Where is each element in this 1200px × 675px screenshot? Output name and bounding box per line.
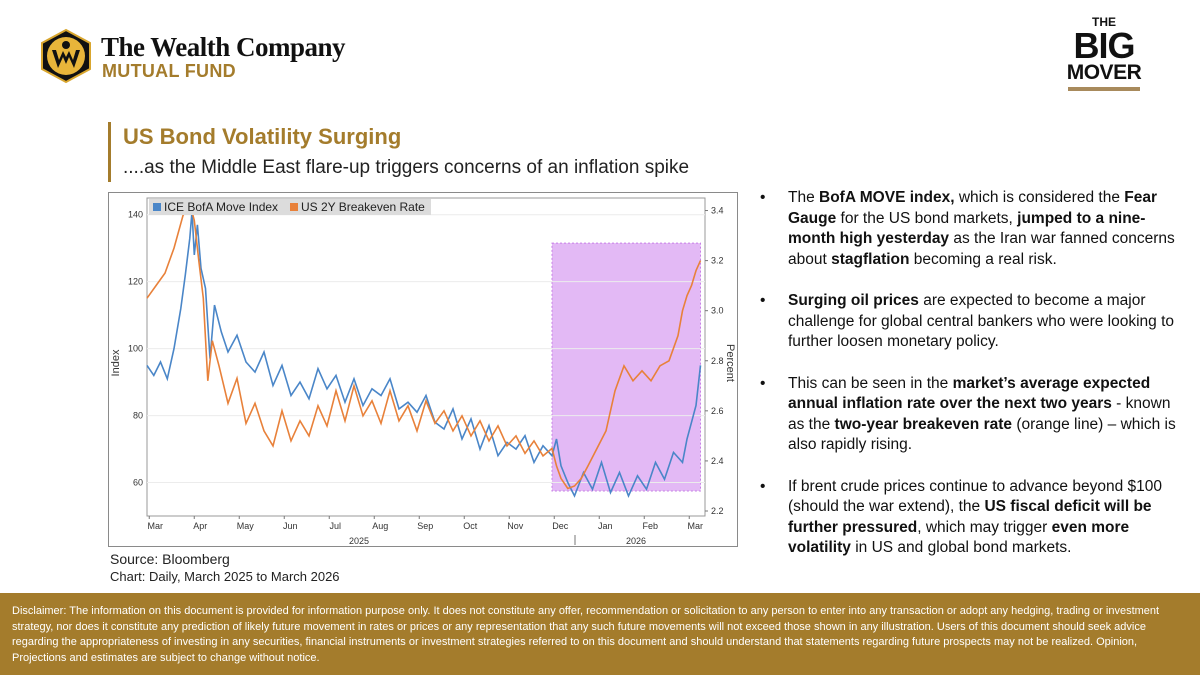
badge-big: BIG	[1073, 25, 1135, 66]
x-tick-label: Feb	[642, 521, 658, 531]
x-tick-label: Jan	[598, 521, 613, 531]
x-tick-label: Mar	[688, 521, 704, 531]
bullet-emphasis: US fiscal deficit will be further pressu…	[788, 498, 1152, 536]
big-mover-badge: THE BIG MOVER	[1062, 16, 1146, 91]
right-tick-label: 3.0	[711, 306, 724, 316]
bullet-emphasis: two-year breakeven rate	[834, 415, 1013, 433]
x-axis-ticks: Mar Apr May Jun Jul Aug Sep Oct Nov Dec Jan Feb Mar	[148, 516, 704, 531]
chart-source: Source: Bloomberg	[110, 551, 230, 567]
highlight-region	[551, 242, 701, 492]
bullet-text: for the US bond markets,	[836, 209, 1018, 227]
left-tick-label: 120	[128, 277, 143, 287]
x-year-label-2026: 2026	[626, 536, 646, 546]
bloomberg-chart: 60 80 100 120 140 2.2 2.4 2.6 2.8 3.0 3.2 3.4 Mar A…	[108, 192, 738, 547]
bullet-text: are expected to become a major challenge…	[788, 292, 1175, 350]
legend-label-breakeven: US 2Y Breakeven Rate	[301, 200, 425, 214]
x-tick-label: Jun	[283, 521, 298, 531]
x-tick-label: Aug	[372, 521, 388, 531]
bullet-text: in US and global bond markets.	[850, 539, 1072, 556]
wealth-company-logo-icon	[41, 28, 91, 84]
series-line-move-index	[146, 211, 702, 498]
legend-label-move: ICE BofA Move Index	[164, 200, 278, 214]
bullet-text: becoming a real risk.	[909, 250, 1057, 268]
brand-name: The Wealth Company	[101, 32, 346, 62]
right-tick-label: 2.2	[711, 506, 724, 516]
bullet-emphasis: Surging oil prices	[788, 292, 919, 309]
disclaimer-footer: Disclaimer: The information on this docu…	[0, 593, 1200, 675]
bullet-item: • Surging oil prices are expected to beco…	[760, 291, 1180, 353]
left-tick-label: 140	[128, 210, 143, 220]
bullet-text: as the Iran war fanned concerns about	[788, 230, 1175, 268]
left-tick-label: 80	[133, 411, 143, 421]
badge-underline	[1068, 87, 1140, 91]
bullet-text: - known as the	[788, 395, 1171, 433]
right-tick-label: 2.6	[711, 406, 724, 416]
page-subtitle: ....as the Middle East flare-up triggers…	[123, 157, 690, 178]
bullet-text: which is considered the	[954, 189, 1125, 206]
brand-subtitle: MUTUAL FUND	[102, 61, 236, 81]
bullet-text: , which may trigger	[917, 518, 1052, 536]
legend: ICE BofA Move Index US 2Y Breakeven Rate	[149, 199, 431, 215]
x-tick-label: Apr	[193, 521, 207, 531]
left-tick-label: 100	[128, 344, 143, 354]
bullet-emphasis: even more volatility	[788, 518, 1130, 557]
right-axis-ticks: 2.2 2.4 2.6 2.8 3.0 3.2 3.4	[705, 206, 724, 516]
x-tick-label: Dec	[552, 521, 569, 531]
bullet-emphasis: market’s average expected annual inflati…	[788, 374, 1151, 413]
series-line-breakeven-rate	[146, 200, 702, 490]
bullet-item: • The BofA MOVE index, which is considere…	[760, 188, 1180, 270]
x-tick-label: Oct	[463, 521, 478, 531]
bullet-emphasis: stagflation	[831, 250, 910, 268]
right-tick-label: 2.4	[711, 456, 724, 466]
legend-swatch-breakeven	[290, 203, 298, 211]
x-tick-label: Jul	[329, 521, 341, 531]
bullet-emphasis: BofA MOVE index,	[819, 189, 955, 206]
bullet-marker: •	[760, 477, 766, 495]
badge-the: THE	[1092, 15, 1116, 29]
x-tick-label: Mar	[148, 521, 164, 531]
bullet-marker: •	[760, 292, 766, 309]
legend-swatch-move	[153, 203, 161, 211]
x-year-label-2025: 2025	[349, 536, 369, 546]
chart-canvas: 60 80 100 120 140 2.2 2.4 2.6 2.8 3.0 3.2 3.4 Mar A…	[110, 197, 736, 546]
bullet-marker: •	[760, 189, 766, 206]
bullet-marker: •	[760, 374, 766, 392]
bullet-item: • If brent crude prices continue to advan…	[760, 477, 1180, 559]
y-axis-label-right: Percent	[724, 344, 736, 382]
y-axis-label-left: Index	[110, 349, 122, 376]
page-title: US Bond Volatility Surging	[123, 124, 402, 149]
bullet-emphasis: jumped to a nine-month high yesterday	[788, 209, 1146, 248]
bullet-text: If brent crude prices continue to advanc…	[788, 477, 1162, 516]
bullet-emphasis: Fear Gauge	[788, 189, 1157, 227]
right-tick-label: 3.4	[711, 206, 724, 216]
x-tick-label: Nov	[507, 521, 524, 531]
bullet-list: • The BofA MOVE index, which is considere…	[760, 188, 1180, 580]
bullet-text: The	[788, 189, 820, 206]
left-axis-ticks: 60 80 100 120 140	[128, 210, 143, 488]
title-accent-bar	[108, 122, 111, 182]
x-tick-label: May	[237, 521, 255, 531]
right-tick-label: 2.8	[711, 356, 724, 366]
right-tick-label: 3.2	[711, 256, 724, 266]
bullet-text: (orange line) – which is also rapidly ri…	[788, 415, 1176, 454]
chart-caption: Chart: Daily, March 2025 to March 2026	[110, 569, 340, 584]
bullet-item: • This can be seen in the market’s averag…	[760, 374, 1180, 456]
x-tick-label: Sep	[417, 521, 433, 531]
badge-mover: MOVER	[1066, 61, 1142, 84]
left-tick-label: 60	[133, 478, 143, 488]
bullet-text: This can be seen in the	[788, 374, 953, 392]
